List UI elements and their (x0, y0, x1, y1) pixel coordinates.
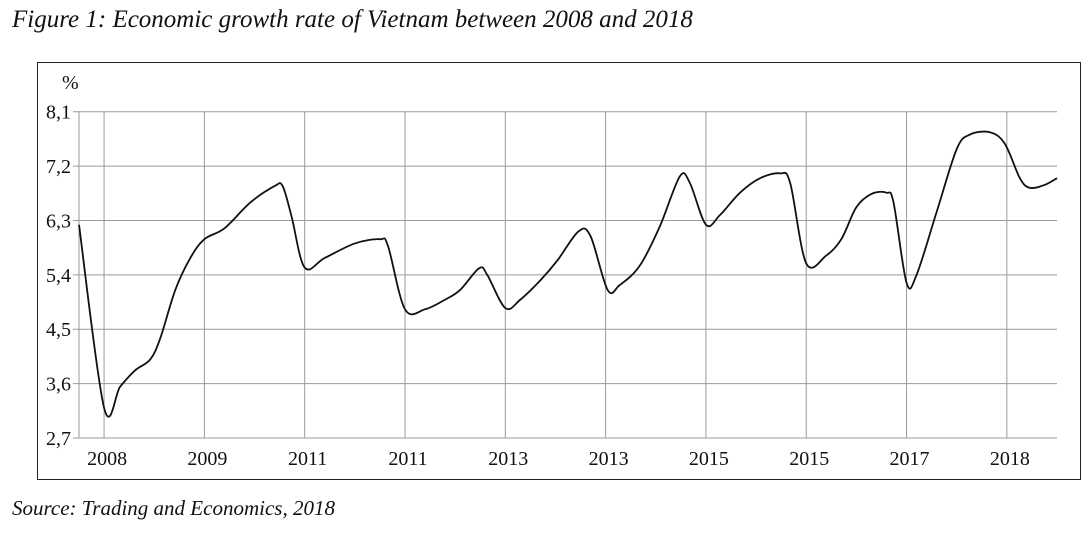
y-tick-label: 5,4 (46, 265, 71, 287)
y-tick-label: 2,7 (46, 428, 71, 450)
y-tick-label: 4,5 (46, 319, 71, 341)
y-axis-unit-label: % (62, 72, 79, 94)
chart-frame (37, 62, 1081, 480)
y-tick-label: 3,6 (46, 374, 71, 396)
axes: 2,7 3,6 4,5 5,4 6,3 7,2 8,1 2008 2009 2011 2011 201… (46, 102, 1030, 470)
growth-rate-line (78, 130, 1058, 418)
series (78, 130, 1058, 418)
x-tick-label: 2011 (388, 448, 427, 470)
x-tick-label: 2008 (87, 448, 127, 470)
x-tick-label: 2011 (288, 448, 327, 470)
grid (73, 111, 1057, 439)
x-tick-label: 2018 (990, 448, 1030, 470)
y-tick-label: 6,3 (46, 210, 71, 232)
x-tick-label: 2017 (890, 448, 930, 470)
x-tick-label: 2015 (689, 448, 729, 470)
x-tick-label: 2013 (589, 448, 629, 470)
figure-title: Figure 1: Economic growth rate of Vietna… (12, 6, 693, 33)
y-tick-label: 8,1 (46, 102, 71, 124)
y-tick-label: 7,2 (46, 156, 71, 178)
source-note: Source: Trading and Economics, 2018 (12, 496, 335, 520)
x-tick-label: 2009 (187, 448, 227, 470)
x-tick-label: 2015 (789, 448, 829, 470)
x-tick-label: 2013 (488, 448, 528, 470)
